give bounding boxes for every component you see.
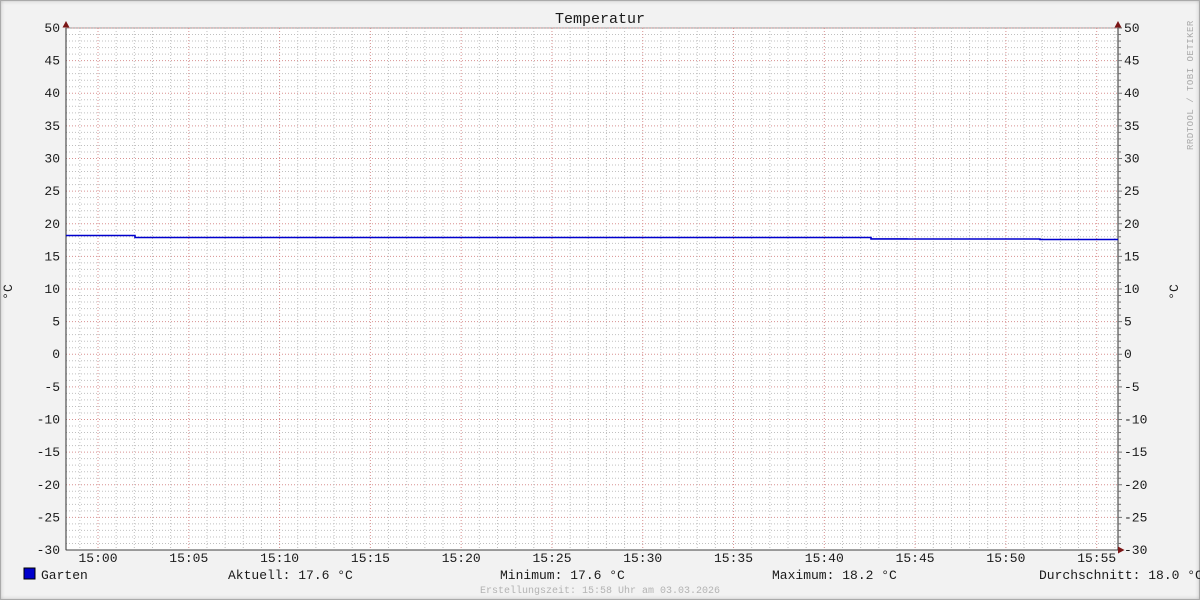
svg-text:20: 20	[1124, 217, 1140, 232]
svg-text:5: 5	[1124, 315, 1132, 330]
svg-text:Temperatur: Temperatur	[555, 11, 645, 28]
svg-text:50: 50	[44, 21, 60, 36]
svg-text:15: 15	[1124, 249, 1140, 264]
svg-text:30: 30	[44, 152, 60, 167]
svg-text:40: 40	[44, 86, 60, 101]
svg-text:15:05: 15:05	[169, 551, 208, 566]
svg-text:-25: -25	[1124, 510, 1147, 525]
svg-text:-5: -5	[1124, 380, 1140, 395]
svg-text:-15: -15	[37, 445, 60, 460]
svg-text:Maximum: 18.2 °C: Maximum: 18.2 °C	[772, 568, 897, 583]
svg-text:30: 30	[1124, 152, 1140, 167]
svg-text:15:00: 15:00	[78, 551, 117, 566]
svg-text:45: 45	[1124, 54, 1140, 69]
svg-text:Durchschnitt: 18.0 °C: Durchschnitt: 18.0 °C	[1039, 568, 1200, 583]
svg-text:-20: -20	[1124, 478, 1147, 493]
svg-text:35: 35	[1124, 119, 1140, 134]
svg-text:-5: -5	[44, 380, 60, 395]
svg-text:25: 25	[44, 184, 60, 199]
svg-text:10: 10	[1124, 282, 1140, 297]
svg-text:0: 0	[1124, 347, 1132, 362]
svg-text:15:20: 15:20	[442, 551, 481, 566]
svg-text:10: 10	[44, 282, 60, 297]
svg-text:25: 25	[1124, 184, 1140, 199]
svg-text:45: 45	[44, 54, 60, 69]
svg-text:15:15: 15:15	[351, 551, 390, 566]
svg-text:-25: -25	[37, 510, 60, 525]
svg-text:5: 5	[52, 315, 60, 330]
svg-text:Garten: Garten	[41, 568, 88, 583]
svg-text:15:45: 15:45	[896, 551, 935, 566]
svg-text:0: 0	[52, 347, 60, 362]
svg-text:15: 15	[44, 249, 60, 264]
svg-text:-30: -30	[37, 543, 60, 558]
svg-text:°C: °C	[1167, 284, 1182, 300]
svg-text:20: 20	[44, 217, 60, 232]
svg-text:-15: -15	[1124, 445, 1147, 460]
svg-text:15:10: 15:10	[260, 551, 299, 566]
svg-text:Minimum: 17.6 °C: Minimum: 17.6 °C	[500, 568, 625, 583]
svg-text:15:25: 15:25	[532, 551, 571, 566]
svg-text:35: 35	[44, 119, 60, 134]
svg-text:-20: -20	[37, 478, 60, 493]
svg-text:RRDTOOL / TOBI OETIKER: RRDTOOL / TOBI OETIKER	[1186, 20, 1196, 150]
svg-text:Erstellungszeit: 15:58 Uhr am: Erstellungszeit: 15:58 Uhr am 03.03.2026	[480, 585, 720, 597]
svg-text:50: 50	[1124, 21, 1140, 36]
svg-text:15:40: 15:40	[805, 551, 844, 566]
svg-text:40: 40	[1124, 86, 1140, 101]
svg-text:15:55: 15:55	[1077, 551, 1116, 566]
svg-text:15:50: 15:50	[986, 551, 1025, 566]
svg-text:°C: °C	[1, 284, 16, 300]
svg-text:15:30: 15:30	[623, 551, 662, 566]
svg-text:-10: -10	[37, 413, 60, 428]
svg-text:-30: -30	[1124, 543, 1147, 558]
svg-text:15:35: 15:35	[714, 551, 753, 566]
svg-text:Aktuell: 17.6 °C: Aktuell: 17.6 °C	[228, 568, 353, 583]
svg-text:-10: -10	[1124, 413, 1147, 428]
